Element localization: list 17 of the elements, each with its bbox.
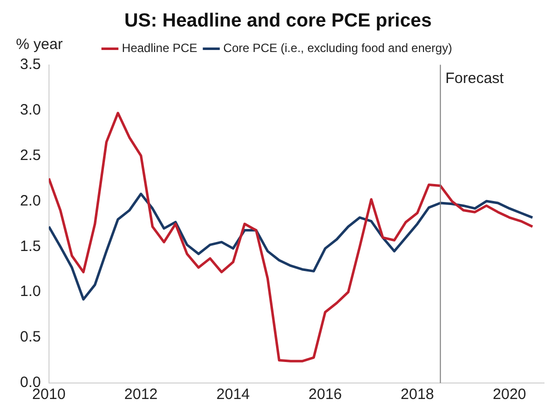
y-tick-label: 2.5 [20, 146, 41, 164]
y-tick-label: 0.5 [20, 328, 41, 346]
chart-title: US: Headline and core PCE prices [124, 10, 432, 32]
y-tick-label: 1.5 [20, 238, 41, 255]
x-tick-label: 2012 [124, 386, 158, 404]
y-tick-label: 2.0 [20, 192, 41, 210]
x-tick-label: 2020 [492, 386, 526, 404]
legend-label: Headline PCE [122, 41, 198, 56]
y-tick-label: 1.0 [20, 283, 41, 300]
y-axis-title: % year [16, 36, 63, 53]
y-tick-label: 3.5 [20, 56, 41, 73]
y-tick-label: 3.0 [20, 101, 41, 118]
legend-label: Core PCE (i.e., excluding food and energy) [223, 41, 452, 56]
x-tick-label: 2016 [308, 386, 342, 404]
x-tick-label: 2018 [400, 386, 434, 404]
x-tick-label: 2014 [216, 386, 250, 404]
ref-line-label: Forecast [445, 70, 505, 87]
